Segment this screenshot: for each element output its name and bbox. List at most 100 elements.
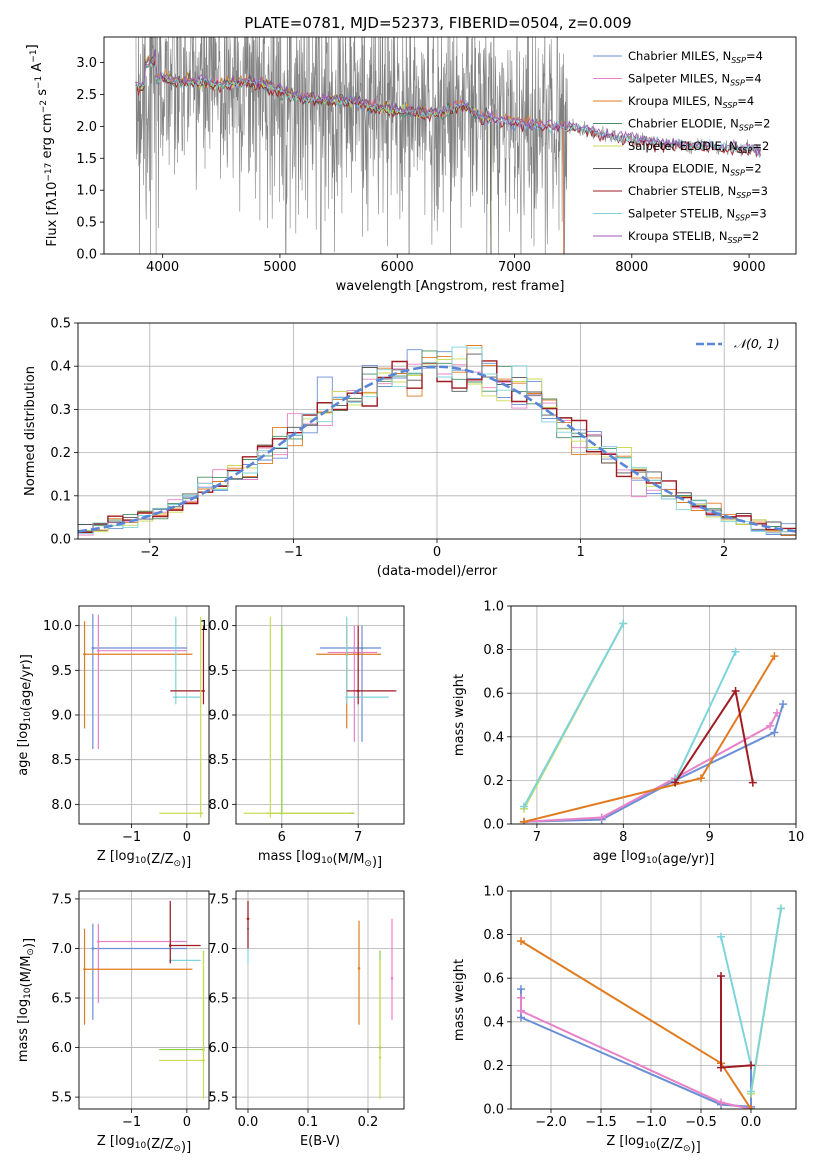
x-tick-label: −2.0	[535, 1115, 567, 1130]
y-tick-label: 9.0	[208, 709, 229, 724]
data-point	[202, 689, 205, 693]
weight-marker	[597, 813, 606, 822]
x-tick-label: −1.0	[635, 1115, 667, 1130]
weight-marker	[766, 721, 775, 730]
x-axis-label: Z [log10(Z/Z⊙)]	[97, 849, 191, 870]
x-tick-label: −0.5	[685, 1115, 717, 1130]
x-tick-label: 7	[354, 830, 362, 845]
plot-area	[519, 619, 788, 824]
legend-label: Salpeter ELODIE, NSSP=2	[628, 139, 769, 155]
legend-label: 𝒩(0, 1)	[734, 336, 780, 351]
y-tick-label: 2.0	[76, 120, 97, 135]
legend-label: Salpeter STELIB, NSSP=3	[628, 207, 767, 223]
y-tick-label: 3.0	[76, 56, 97, 71]
legend-label: Chabrier STELIB, NSSP=3	[628, 184, 768, 200]
x-tick-label: 6	[278, 830, 286, 845]
y-tick-label: 8.0	[208, 798, 229, 813]
chart-age-weight: 7 8 9 10 0.0 0.2 0.4 0.6 0.8 1.0 age [log10(age/yr…	[452, 600, 804, 868]
data-point	[202, 1059, 205, 1062]
y-tick-label: 0.2	[483, 1059, 504, 1074]
x-tick-label: 6000	[381, 260, 414, 275]
weight-marker	[779, 700, 788, 709]
axes-frame	[77, 322, 797, 540]
y-tick-label: 0.4	[50, 360, 71, 375]
histogram-7	[78, 346, 796, 534]
weight-marker	[519, 817, 528, 824]
axes-frame	[510, 890, 797, 1110]
legend-label: Kroupa MILES, NSSP=4	[628, 94, 754, 110]
y-tick-label: 0.0	[50, 533, 71, 548]
x-tick-label: −1.5	[585, 1115, 617, 1130]
x-tick-label: 0	[433, 545, 441, 560]
y-axis-label: mass weight	[452, 674, 467, 756]
weight-marker	[770, 728, 779, 737]
weight-marker	[731, 647, 740, 656]
data-point	[246, 917, 250, 921]
y-tick-label: 7.5	[208, 892, 229, 907]
x-axis-label: age [log10(age/yr)]	[593, 849, 715, 867]
weight-marker	[717, 972, 725, 981]
data-point	[83, 967, 86, 971]
x-tick-label: 9	[705, 830, 713, 845]
legend-label: Kroupa ELODIE, NSSP=2	[628, 162, 762, 178]
weight-line-5	[674, 651, 737, 781]
x-tick-label: 0.1	[298, 1115, 319, 1130]
data-point	[97, 940, 100, 943]
plot-area	[135, 37, 762, 254]
y-tick-label: 6.0	[208, 1041, 229, 1056]
y-tick-label: 0.8	[483, 928, 504, 943]
plot-area	[243, 616, 397, 818]
weight-marker	[773, 708, 781, 717]
y-tick-label: 0.0	[76, 248, 97, 263]
x-tick-label: 0.0	[238, 1115, 259, 1130]
axes-frame	[78, 890, 210, 1110]
chart-ebv-mass: 0.0 0.1 0.2 5.5 6.0 6.5 7.0 7.5 E(B-V)	[208, 890, 405, 1149]
weight-line-4	[523, 622, 625, 808]
y-tick-label: 0.0	[483, 1103, 504, 1118]
weight-marker	[517, 985, 525, 994]
y-tick-label: 2.5	[76, 88, 97, 103]
y-tick-label: 0.5	[76, 216, 97, 231]
y-tick-label: 5.5	[208, 1091, 229, 1106]
y-tick-label: 7.5	[51, 892, 72, 907]
plot-area	[83, 614, 205, 818]
x-axis-label: Z [log10(Z/Z⊙)]	[606, 1134, 700, 1155]
y-tick-label: 7.0	[208, 942, 229, 957]
x-tick-label: 4000	[146, 260, 179, 275]
weight-marker	[517, 993, 525, 1002]
plot-area	[78, 345, 796, 536]
y-tick-label: 10.0	[200, 619, 229, 634]
weight-line-0	[520, 989, 752, 1108]
data-point	[168, 944, 172, 947]
y-tick-label: 10.0	[43, 619, 72, 634]
data-point	[390, 976, 394, 980]
weight-line-4	[750, 908, 782, 1092]
x-tick-label: 9000	[733, 260, 766, 275]
y-tick-label: 0.2	[50, 446, 71, 461]
y-tick-label: 6.5	[51, 992, 72, 1007]
model-line-8	[135, 49, 762, 156]
y-tick-label: 0.6	[483, 972, 504, 987]
weight-marker	[671, 778, 680, 787]
data-point	[97, 649, 100, 652]
weight-marker	[747, 1087, 755, 1096]
y-tick-label: 8.5	[51, 753, 72, 768]
legend-label: Kroupa STELIB, NSSP=2	[628, 229, 759, 245]
x-tick-label: 7000	[498, 260, 531, 275]
data-point	[345, 695, 349, 699]
weight-line-5	[720, 936, 752, 1066]
weight-marker	[747, 1105, 755, 1109]
x-tick-label: 10	[788, 830, 805, 845]
data-point	[356, 689, 360, 693]
x-tick-label: 0	[183, 1115, 191, 1130]
y-tick-label: 1.0	[483, 600, 504, 615]
chart-residuals: −2 −1 0 1 2 0.0 0.1 0.2 0.3 0.4 0.5 (data-model)/er…	[23, 317, 797, 579]
chart-z-weight: −2.0 −1.5 −1.0 −0.5 0.0 0.0 0.2 0.4 0.6 0.8 1.0 Z […	[452, 885, 797, 1155]
x-axis-label: mass [log10(M/M⊙)]	[258, 849, 382, 870]
y-tick-label: 7.0	[51, 942, 72, 957]
y-tick-label: 0.4	[483, 1015, 504, 1030]
y-axis-label: mass weight	[452, 959, 467, 1041]
data-point	[199, 811, 203, 815]
y-tick-label: 9.5	[51, 664, 72, 679]
y-axis-label: Normed distribution	[23, 366, 38, 496]
